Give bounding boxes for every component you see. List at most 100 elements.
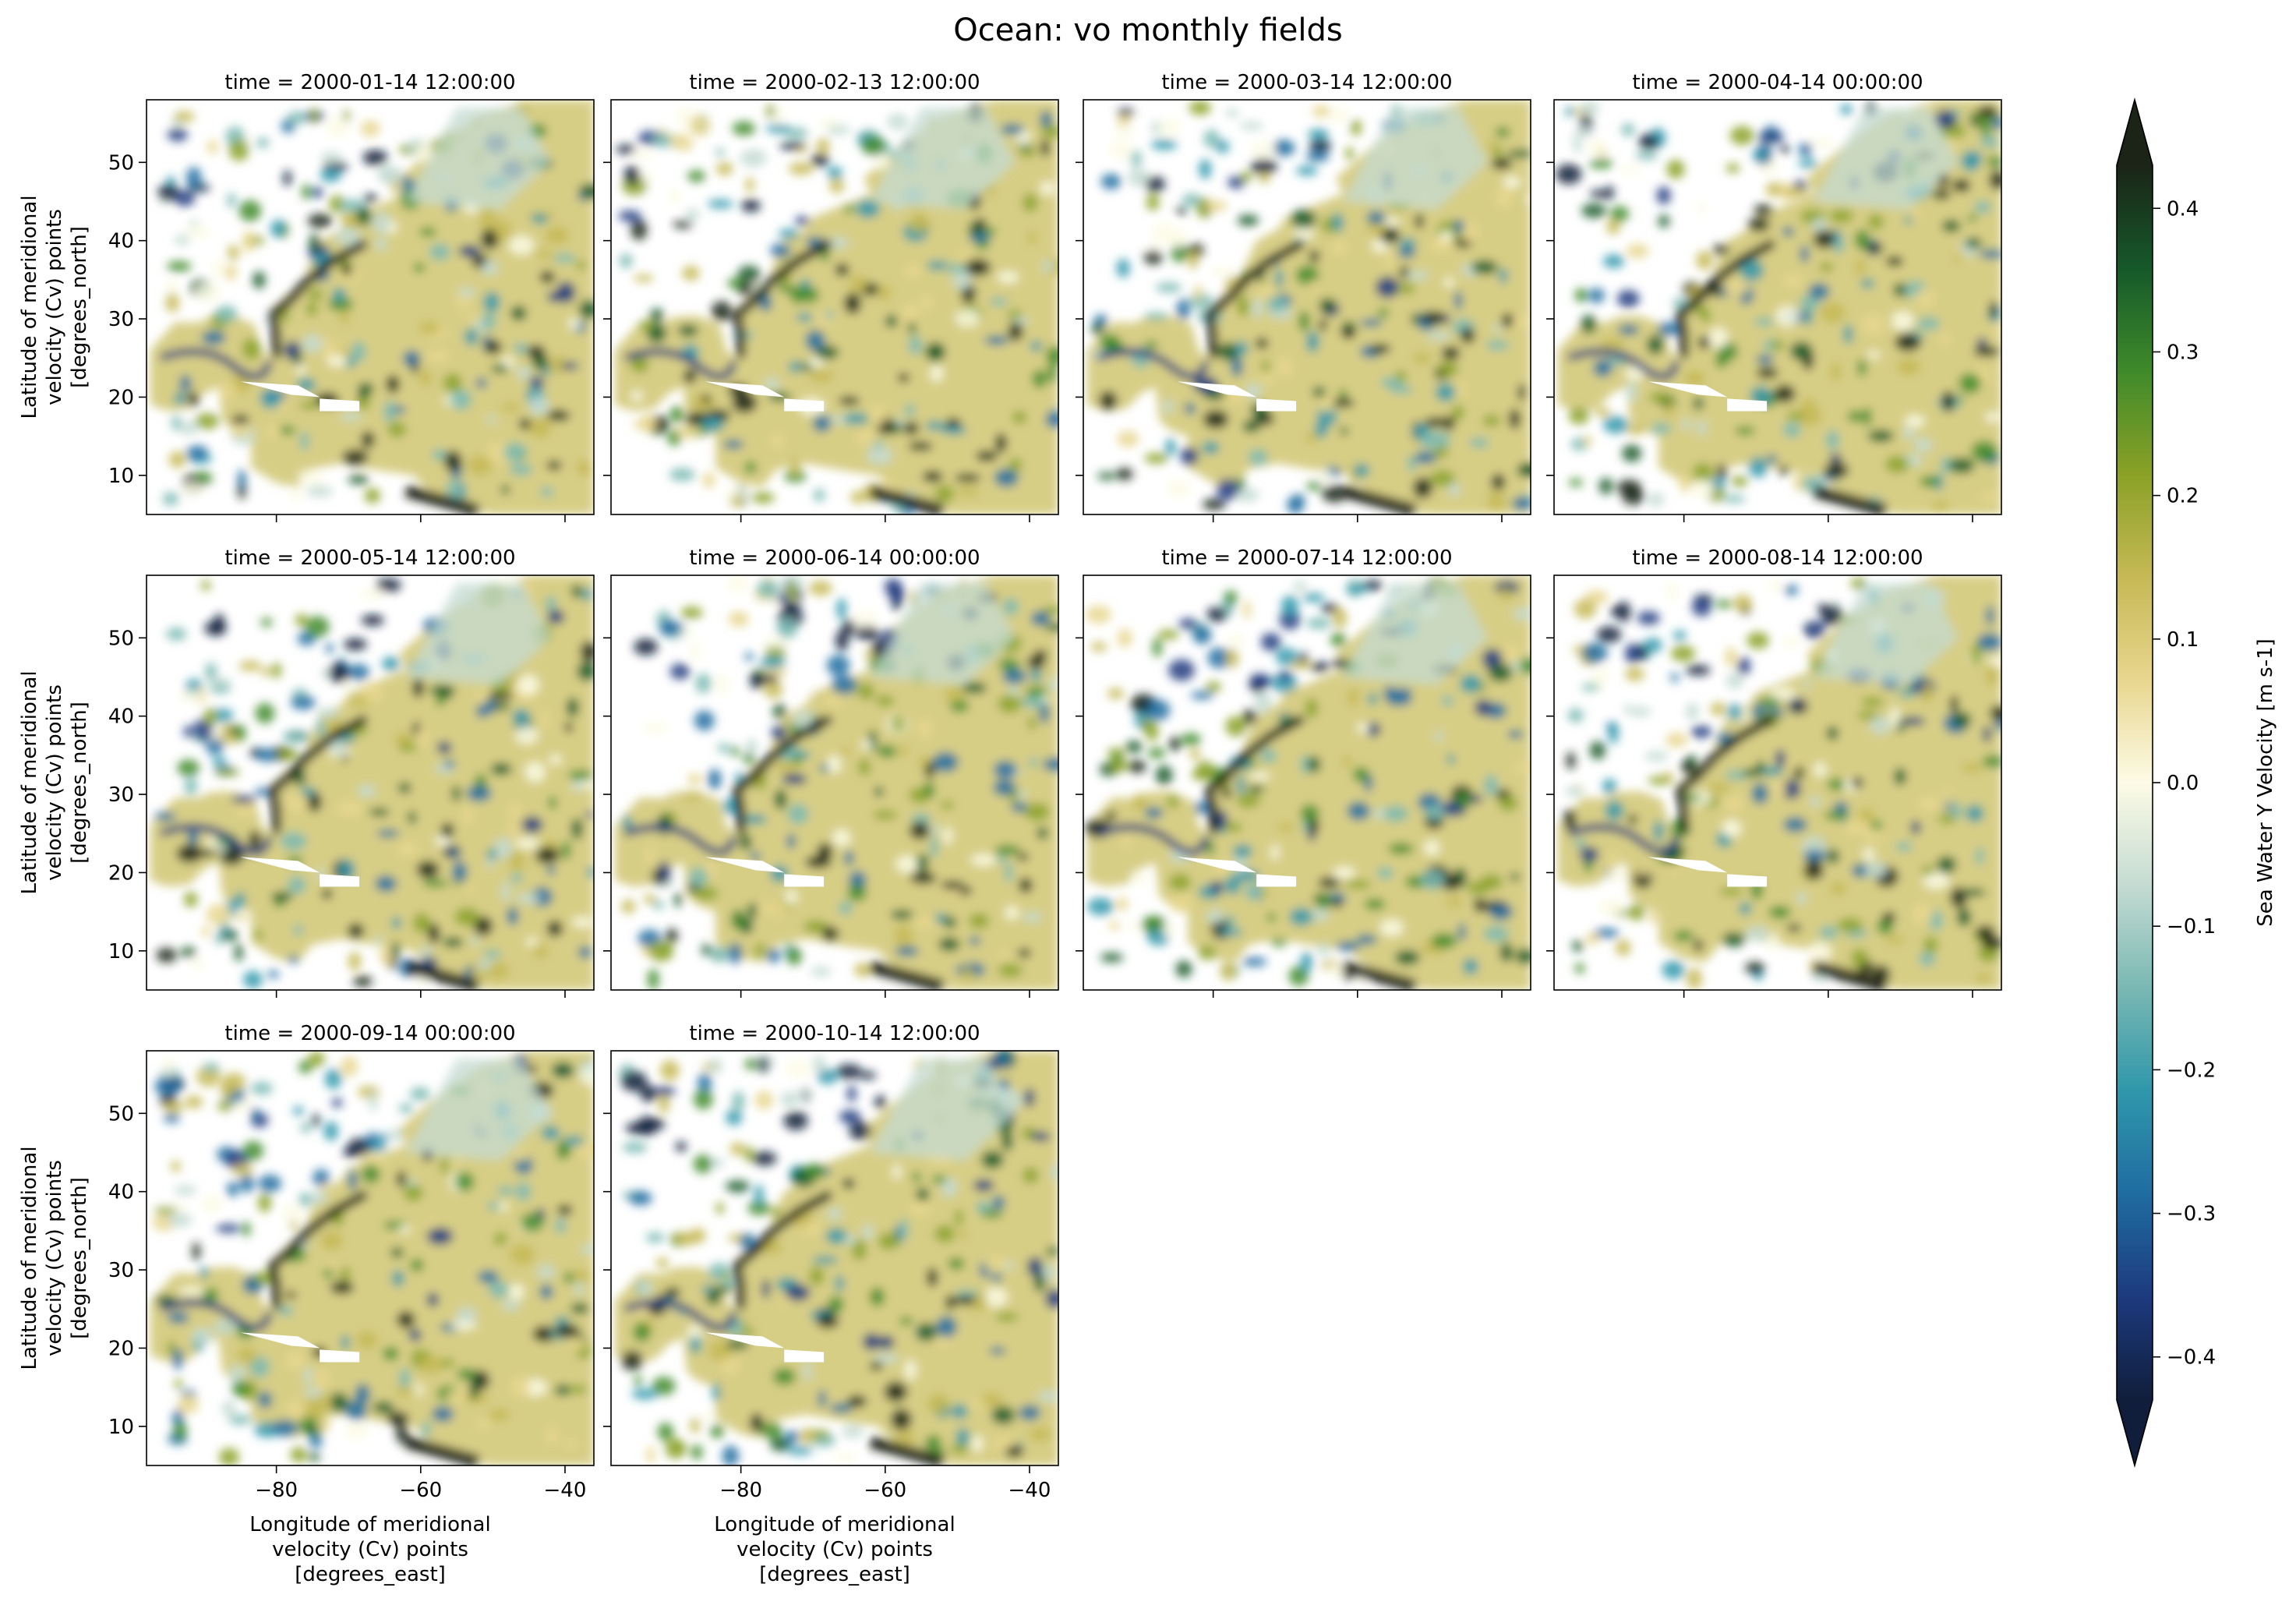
eddy-mark bbox=[1808, 942, 1832, 961]
eddy-mark bbox=[908, 441, 933, 451]
eddy-mark bbox=[1117, 628, 1132, 648]
eddy-mark bbox=[940, 881, 965, 889]
eddy-mark bbox=[846, 1085, 857, 1102]
eddy-mark bbox=[454, 907, 480, 927]
eddy-mark bbox=[1556, 164, 1582, 185]
eddy-mark bbox=[287, 955, 299, 964]
eddy-mark bbox=[666, 622, 684, 634]
panel-9: time = 2000-09-14 00:00:001020304050−80−… bbox=[18, 1022, 595, 1586]
eddy-mark bbox=[515, 893, 542, 903]
panel-field bbox=[611, 100, 1058, 514]
eddy-mark bbox=[1731, 476, 1748, 487]
panel-field bbox=[147, 100, 594, 514]
eddy-mark bbox=[1802, 679, 1811, 689]
eddy-mark bbox=[212, 257, 226, 279]
eddy-mark bbox=[1008, 458, 1023, 472]
eddy-mark bbox=[1624, 366, 1646, 381]
eddy-mark bbox=[1030, 1132, 1051, 1142]
eddy-mark bbox=[1974, 200, 1991, 214]
eddy-mark bbox=[457, 481, 467, 500]
eddy-mark bbox=[421, 1421, 432, 1437]
eddy-mark bbox=[766, 104, 775, 119]
eddy-mark bbox=[991, 1195, 1005, 1210]
eddy-mark bbox=[174, 1185, 197, 1196]
eddy-mark bbox=[1944, 787, 1952, 808]
eddy-mark bbox=[1798, 142, 1813, 157]
eddy-mark bbox=[387, 421, 407, 438]
eddy-mark bbox=[621, 1070, 648, 1092]
eddy-mark bbox=[1860, 278, 1874, 288]
eddy-mark bbox=[1127, 760, 1146, 773]
eddy-mark bbox=[1751, 783, 1769, 804]
eddy-mark bbox=[480, 228, 500, 249]
eddy-mark bbox=[154, 1077, 181, 1096]
eddy-mark bbox=[1965, 237, 1983, 249]
eddy-mark bbox=[500, 485, 510, 495]
panel-field bbox=[147, 575, 594, 990]
eddy-mark bbox=[1956, 907, 1972, 927]
eddy-mark bbox=[1843, 324, 1853, 345]
eddy-mark bbox=[1594, 928, 1620, 938]
eddy-mark bbox=[163, 1056, 175, 1078]
eddy-mark bbox=[1605, 219, 1621, 235]
eddy-mark bbox=[807, 357, 824, 368]
eddy-mark bbox=[812, 414, 832, 433]
eddy-mark bbox=[267, 970, 279, 979]
eddy-mark bbox=[361, 682, 383, 703]
eddy-mark bbox=[387, 1411, 409, 1427]
eddy-mark bbox=[282, 1204, 302, 1223]
eddy-mark bbox=[1412, 477, 1433, 499]
eddy-mark bbox=[204, 663, 217, 681]
eddy-mark bbox=[180, 482, 204, 496]
eddy-mark bbox=[376, 578, 401, 592]
eddy-mark bbox=[1030, 669, 1042, 682]
eddy-mark bbox=[1796, 892, 1807, 905]
eddy-mark bbox=[481, 313, 497, 330]
eddy-mark bbox=[1854, 229, 1870, 250]
eddy-mark bbox=[767, 898, 789, 918]
eddy-mark bbox=[568, 1384, 587, 1395]
land-cuba bbox=[1177, 857, 1257, 873]
eddy-mark bbox=[687, 170, 706, 182]
eddy-mark bbox=[1488, 663, 1513, 683]
eddy-mark bbox=[958, 1230, 969, 1239]
eddy-mark bbox=[1989, 170, 2001, 190]
eddy-mark bbox=[1683, 369, 1705, 387]
panel-10: time = 2000-10-14 12:00:00−80 −60 −40Longi… bbox=[603, 1022, 1059, 1586]
eddy-mark bbox=[725, 1180, 750, 1193]
eddy-mark bbox=[403, 350, 421, 368]
eddy-mark bbox=[1745, 925, 1770, 942]
eddy-mark bbox=[1665, 732, 1688, 748]
eddy-mark bbox=[214, 768, 240, 776]
eddy-mark bbox=[1312, 104, 1331, 118]
eddy-mark bbox=[1727, 703, 1743, 721]
eddy-mark bbox=[1742, 768, 1764, 777]
eddy-mark bbox=[1666, 159, 1685, 179]
eddy-mark bbox=[308, 288, 323, 301]
eddy-mark bbox=[1673, 630, 1687, 641]
eddy-mark bbox=[314, 1369, 329, 1389]
eddy-mark bbox=[953, 1296, 976, 1306]
eddy-mark bbox=[786, 1430, 799, 1444]
eddy-mark bbox=[204, 620, 227, 636]
eddy-mark bbox=[1377, 308, 1390, 318]
eddy-mark bbox=[655, 1086, 676, 1097]
eddy-mark bbox=[760, 1422, 783, 1439]
eddy-mark bbox=[858, 758, 871, 776]
eddy-mark bbox=[1605, 867, 1627, 882]
eddy-mark bbox=[739, 833, 752, 850]
eddy-mark bbox=[835, 1064, 862, 1080]
eddy-mark bbox=[878, 1232, 899, 1250]
eddy-mark bbox=[195, 412, 220, 430]
eddy-mark bbox=[1485, 340, 1510, 351]
eddy-mark bbox=[1165, 437, 1176, 457]
velocity-field bbox=[614, 575, 1058, 990]
eddy-mark bbox=[1017, 853, 1029, 861]
eddy-mark bbox=[1725, 646, 1737, 668]
colorbar-tick-label: −0.4 bbox=[2167, 1346, 2216, 1370]
eddy-mark bbox=[416, 861, 440, 879]
eddy-mark bbox=[1288, 966, 1309, 986]
eddy-mark bbox=[341, 1335, 350, 1350]
eddy-mark bbox=[1892, 311, 1914, 331]
eddy-mark bbox=[320, 1231, 343, 1250]
